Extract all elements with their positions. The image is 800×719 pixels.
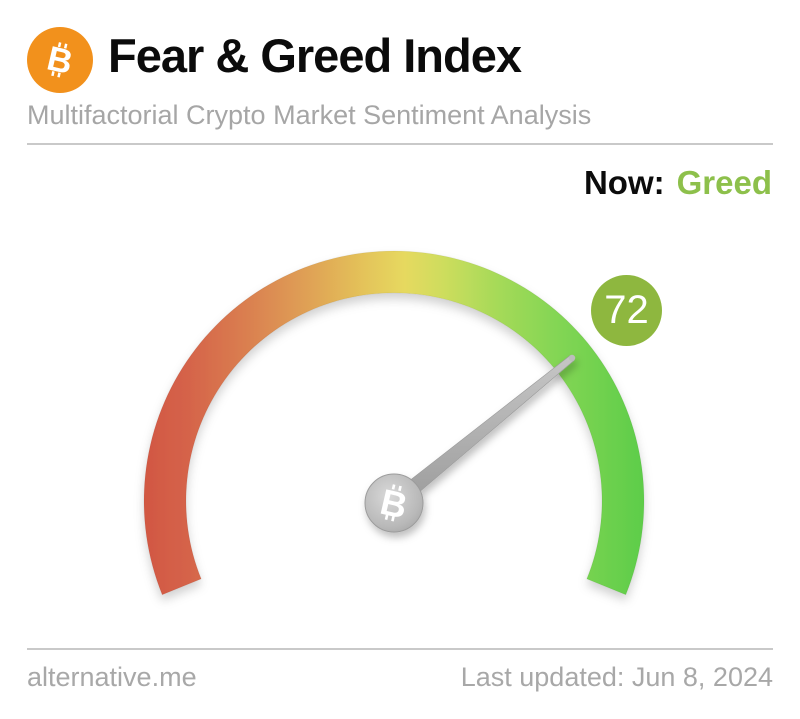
gauge-value-badge: 72 [591, 275, 662, 346]
footer: alternative.me Last updated: Jun 8, 2024 [27, 662, 773, 693]
last-updated-text: Last updated: Jun 8, 2024 [460, 662, 773, 692]
sentiment-value: Greed [676, 164, 772, 201]
gauge-needle [364, 354, 576, 533]
current-sentiment: Now: Greed [584, 164, 772, 202]
page-title: Fear & Greed Index [108, 29, 522, 82]
gauge-hub-bitcoin-icon [364, 473, 424, 533]
gauge-scale-arc [143, 250, 645, 596]
footer-divider [27, 648, 773, 650]
header-divider [27, 143, 773, 145]
now-label: Now: [583, 164, 665, 201]
footer-site-link[interactable]: alternative.me [27, 662, 197, 692]
bitcoin-icon [27, 27, 93, 93]
page-subtitle: Multifactorial Crypto Market Sentiment A… [27, 100, 592, 130]
